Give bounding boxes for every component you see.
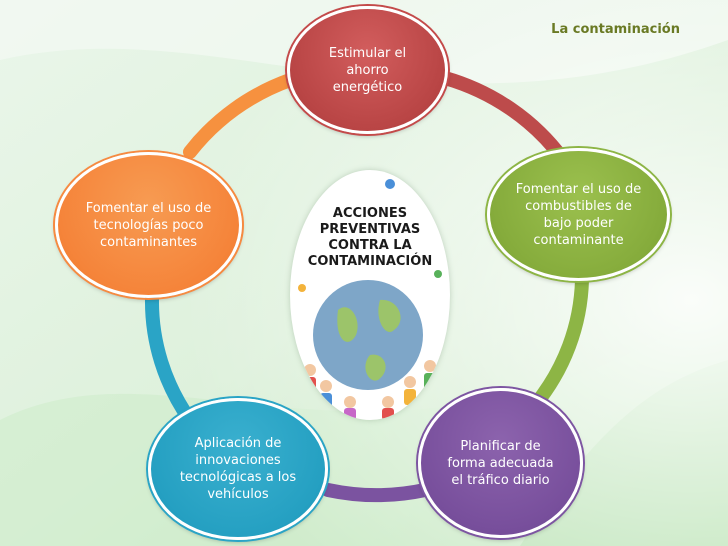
- node-trafico: Planificar de forma adecuada el tráfico …: [418, 388, 583, 538]
- node-text-line: tecnologías poco: [93, 217, 204, 233]
- node-estimular-ahorro: Estimular el ahorro energético: [287, 6, 448, 134]
- node-text-line: forma adecuada: [447, 455, 554, 471]
- ring-arc-blue: [144, 291, 197, 427]
- node-text-line: tecnológicas a los: [179, 470, 297, 485]
- center-title: ACCIONES PREVENTIVAS CONTRA LA CONTAMINA…: [290, 206, 450, 270]
- node-text-line: bajo poder: [543, 215, 614, 231]
- topic-label: La contaminación: [551, 22, 680, 37]
- ring-arc-purple: [321, 483, 432, 503]
- node-text-line: Planificar de: [460, 438, 541, 454]
- globe-illustration-icon: [298, 179, 442, 420]
- node-text-line: Aplicación de: [194, 436, 282, 451]
- node-text-line: energético: [332, 79, 403, 95]
- center-title-line: CONTAMINACIÓN: [307, 254, 433, 269]
- node-combustibles: Fomentar el uso de combustibles de bajo …: [487, 148, 670, 281]
- node-text-line: innovaciones: [195, 453, 281, 468]
- ring-arc-red: [438, 71, 569, 165]
- node-text-line: vehículos: [207, 487, 269, 502]
- node-text-line: contaminantes: [100, 234, 197, 250]
- node-text: Estimular el ahorro energético: [329, 45, 406, 96]
- node-text-line: combustibles de: [525, 198, 632, 214]
- node-text: Planificar de forma adecuada el tráfico …: [447, 438, 553, 489]
- center-title-line: ACCIONES: [332, 206, 408, 221]
- node-text-line: contaminante: [533, 232, 624, 248]
- ring-arc-green: [528, 273, 589, 412]
- ring-arc-orange: [183, 73, 297, 159]
- node-text: Fomentar el uso de combustibles de bajo …: [516, 181, 642, 249]
- center-title-line: PREVENTIVAS: [319, 222, 421, 237]
- center-title-line: CONTRA LA: [328, 238, 412, 253]
- node-text: Aplicación de innovaciones tecnológicas …: [180, 435, 296, 503]
- node-text: Fomentar el uso de tecnologías poco cont…: [86, 200, 212, 251]
- node-text-line: Fomentar el uso de: [515, 181, 642, 197]
- node-innovaciones: Aplicación de innovaciones tecnológicas …: [148, 398, 328, 540]
- node-text-line: el tráfico diario: [451, 472, 550, 488]
- center-oval: ACCIONES PREVENTIVAS CONTRA LA CONTAMINA…: [290, 170, 450, 420]
- node-tecnologias: Fomentar el uso de tecnologías poco cont…: [55, 152, 242, 298]
- node-text-line: Fomentar el uso de: [85, 200, 212, 216]
- node-text-line: Estimular el: [328, 45, 407, 61]
- node-text-line: ahorro: [346, 62, 389, 78]
